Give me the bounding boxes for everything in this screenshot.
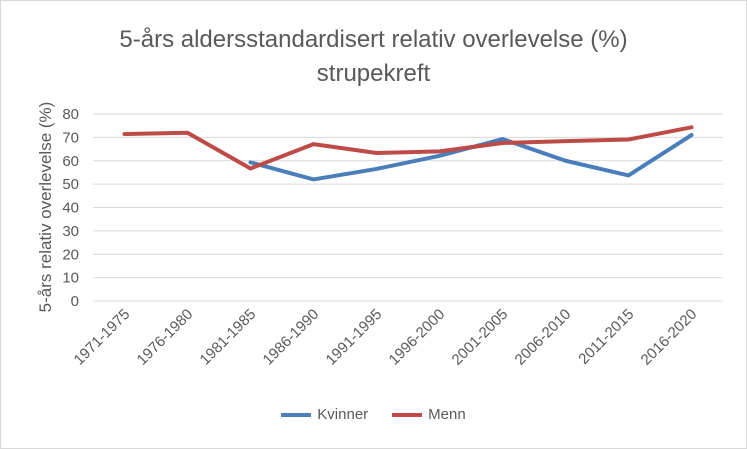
x-tick-label: 1991-1995 bbox=[323, 306, 386, 369]
y-tick-label: 0 bbox=[71, 293, 79, 310]
y-tick-label: 30 bbox=[62, 223, 79, 240]
legend-swatch bbox=[392, 412, 423, 417]
y-tick-label: 10 bbox=[62, 270, 79, 287]
x-tick-label: 1971-1975 bbox=[71, 306, 134, 369]
series-line-kvinner bbox=[248, 133, 694, 182]
y-tick-label: 70 bbox=[62, 129, 79, 146]
x-tick-label: 2006-2010 bbox=[512, 306, 575, 369]
legend: Kvinner Menn bbox=[1, 406, 746, 423]
y-tick-label: 20 bbox=[62, 246, 79, 263]
legend-label: Menn bbox=[428, 406, 466, 423]
chart-subtitle: strupekreft bbox=[316, 60, 431, 87]
x-tick-label: 1996-2000 bbox=[386, 306, 449, 369]
x-tick-label: 2016-2020 bbox=[638, 306, 701, 369]
series-line-menn bbox=[122, 125, 694, 171]
chart-title: 5-års aldersstandardisert relativ overle… bbox=[1, 23, 746, 91]
x-tick-label: 2001-2005 bbox=[449, 306, 512, 369]
y-tick-label: 40 bbox=[62, 200, 79, 217]
x-tick-label: 2011-2015 bbox=[575, 306, 637, 368]
y-tick-label: 50 bbox=[62, 176, 79, 193]
legend-item: Kvinner bbox=[281, 406, 368, 423]
y-tick-label: 60 bbox=[62, 153, 79, 170]
legend-swatch bbox=[281, 412, 312, 417]
x-tick-label: 1976-1980 bbox=[134, 306, 197, 369]
x-tick-label: 1986-1990 bbox=[260, 306, 323, 369]
legend-item: Menn bbox=[392, 406, 466, 423]
y-axis-label: 5-års relativ overlevelse (%) bbox=[36, 102, 55, 313]
x-tick-label: 1981-1985 bbox=[197, 306, 260, 369]
legend-label: Kvinner bbox=[317, 406, 369, 423]
chart-title-line1: 5-års aldersstandardisert relativ overle… bbox=[119, 26, 628, 53]
y-tick-label: 80 bbox=[62, 106, 79, 123]
